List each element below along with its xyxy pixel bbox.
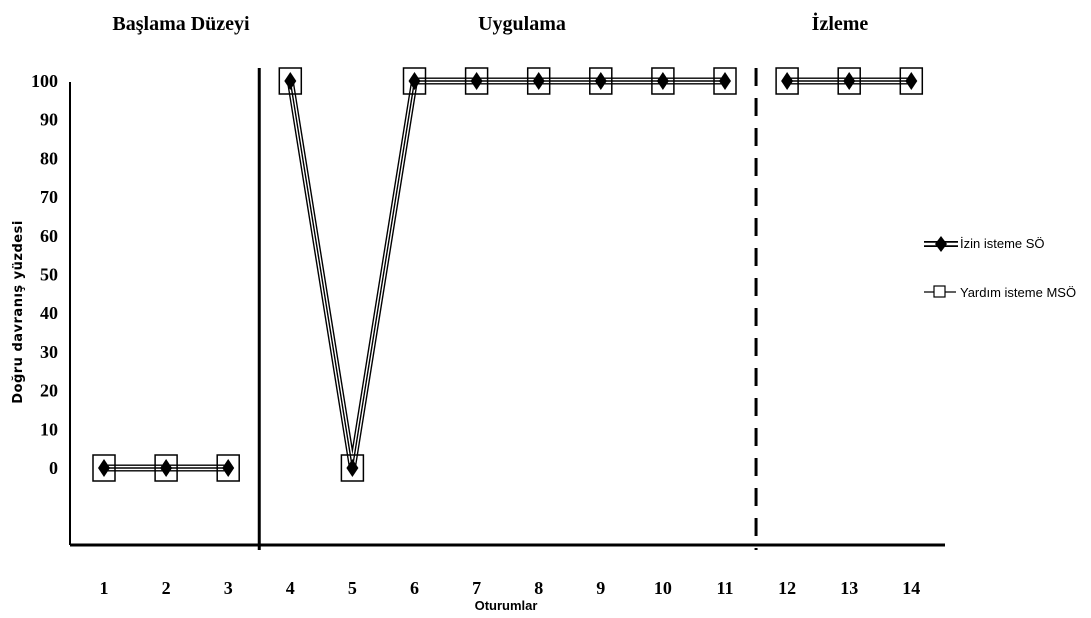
legend: İzin isteme SÖ Yardım isteme MSÖ [924,236,1076,300]
point-square-marker [775,67,799,95]
y-axis-label: Doğru davranış yüzdesi [11,220,26,404]
x-tick-label: 4 [286,578,295,598]
y-tick-label: 10 [40,419,58,439]
phase-labels: Başlama Düzeyi Uygulama İzleme [112,11,868,35]
point-diamond-marker [843,72,856,90]
x-tick-label: 14 [902,578,920,598]
legend-label-yardim-isteme: Yardım isteme MSÖ [960,285,1076,300]
x-tick-label: 10 [654,578,672,598]
point-square-marker [154,454,178,482]
y-tick-label: 60 [40,226,58,246]
point-diamond-marker [905,72,918,90]
phase-label: İzleme [812,11,869,35]
phase-dividers [257,68,758,550]
point-diamond-marker [284,72,297,90]
point-square-marker [340,454,365,482]
x-tick-label: 2 [162,578,171,598]
x-tick-label: 9 [596,578,605,598]
point-square-marker [651,67,675,95]
point-square-marker [92,454,116,482]
y-tick-label: 100 [31,71,58,91]
series-markers [92,67,924,482]
point-diamond-marker [594,72,607,90]
point-square-marker [278,67,303,95]
x-tick-label: 7 [472,578,481,598]
point-diamond-marker [98,459,110,477]
point-diamond-marker [719,72,731,90]
y-tick-label: 30 [40,342,58,362]
x-tick-label: 8 [534,578,543,598]
point-square-marker [526,67,551,95]
point-diamond-marker [408,72,421,90]
x-tick-label: 5 [348,578,357,598]
point-diamond-marker [346,459,359,477]
series-lines [104,77,912,472]
y-tick-label: 80 [40,148,58,168]
point-diamond-marker [470,72,483,90]
x-tick-label: 1 [100,578,109,598]
x-tick-label: 3 [224,578,233,598]
point-diamond-marker [656,72,669,90]
series-line-inner [288,78,725,469]
y-tick-label: 40 [40,303,58,323]
x-tick-label: 6 [410,578,419,598]
point-square-marker [589,67,613,95]
y-tick-labels: 0 10 20 30 40 50 60 70 80 90 100 [31,71,58,478]
x-tick-labels: 1 2 3 4 5 6 7 8 9 10 11 12 13 14 [100,578,921,598]
legend-label-izin-isteme: İzin isteme SÖ [960,236,1045,251]
point-square-marker [899,67,924,95]
x-tick-label: 12 [778,578,796,598]
series-line-izin-isteme [286,77,725,469]
point-diamond-marker [160,459,173,477]
phase-label: Başlama Düzeyi [112,13,250,35]
y-tick-label: 70 [40,187,58,207]
axes [69,82,945,547]
point-square-marker [402,67,427,95]
x-tick-label: 13 [840,578,858,598]
point-square-marker [837,67,861,95]
series-line-yardim-isteme [289,80,725,469]
legend-diamond-marker [935,236,947,252]
series-line-core [289,80,725,469]
point-diamond-marker [222,459,235,477]
y-tick-label: 0 [49,458,58,478]
y-tick-label: 90 [40,110,58,130]
x-tick-label: 11 [716,578,733,598]
y-tick-label: 50 [40,265,58,285]
legend-square-marker [933,285,946,298]
point-diamond-marker [781,72,794,90]
y-tick-label: 20 [40,381,58,401]
point-square-marker [464,67,489,95]
point-square-marker [713,67,737,95]
x-axis-label: Oturumlar [475,598,538,613]
point-diamond-marker [532,72,545,90]
point-square-marker [216,454,240,482]
phase-label: Uygulama [478,13,566,35]
